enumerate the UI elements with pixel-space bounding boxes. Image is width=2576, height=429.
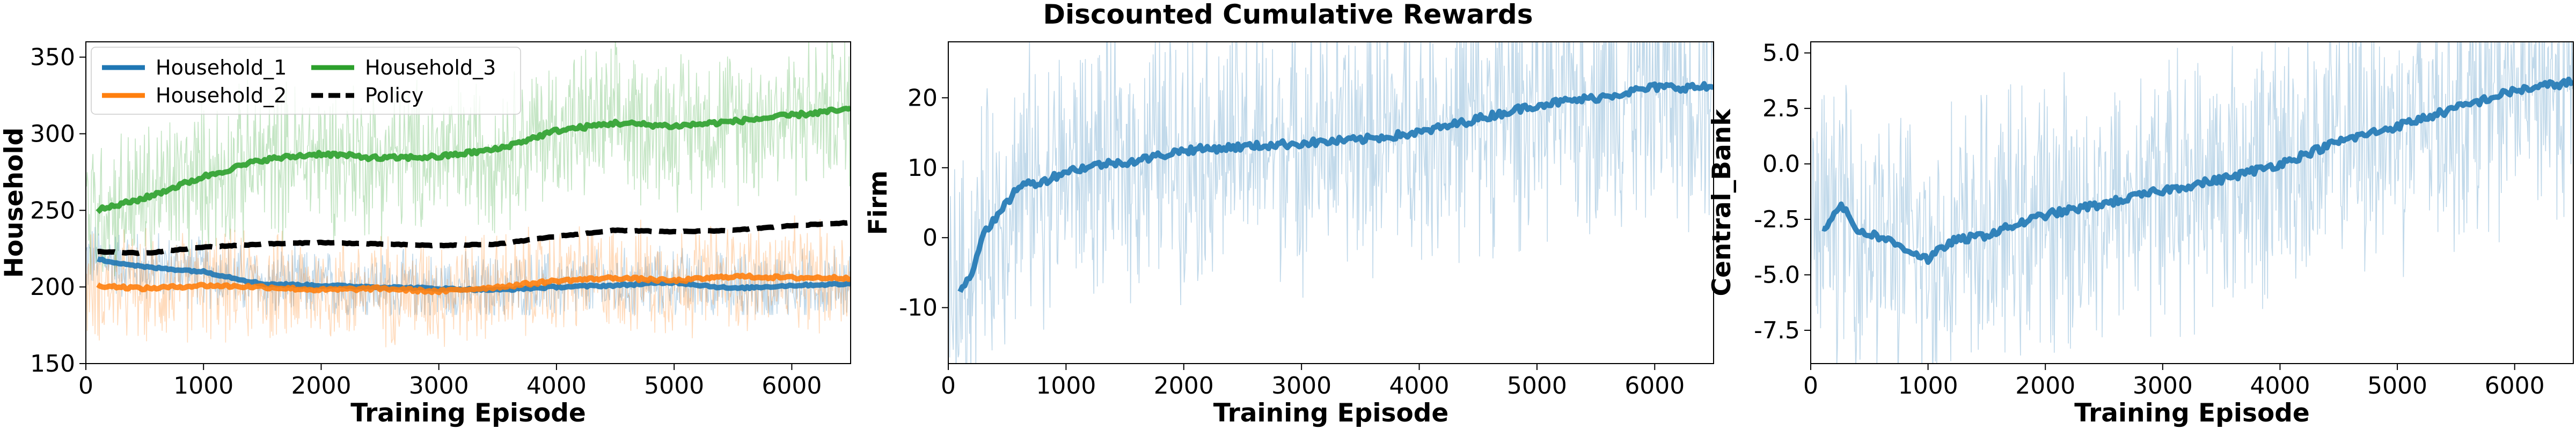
x-tick-label: 2000	[1154, 372, 1214, 400]
plot-area	[1811, 42, 2573, 364]
plot-area	[948, 42, 1714, 364]
raw-trace-series-0	[948, 42, 1714, 364]
x-tick-label: 1000	[173, 372, 233, 400]
x-axis-label: Training Episode	[2074, 398, 2310, 428]
x-tick-label: 2000	[291, 372, 351, 400]
y-tick-label: 20	[908, 84, 938, 112]
plot-area	[86, 42, 851, 347]
legend-label: Household_3	[365, 56, 496, 79]
y-tick-label: 0.0	[1762, 151, 1800, 178]
figure-title: Discounted Cumulative Rewards	[1043, 0, 1533, 30]
raw-trace-household-3	[86, 42, 851, 277]
y-tick-label: 350	[30, 44, 75, 71]
x-tick-label: 4000	[526, 372, 587, 400]
raw-trace-series-0	[1811, 42, 2573, 364]
x-tick-label: 3000	[1271, 372, 1331, 400]
x-tick-label: 1000	[1036, 372, 1096, 400]
series-line-0	[957, 81, 1714, 293]
raw-trace-household-1	[86, 227, 851, 316]
axes-frame	[948, 41, 1714, 364]
legend: Household_1 Household_2 Household_3 Policy	[91, 47, 521, 115]
y-tick-label: 250	[30, 197, 75, 224]
y-tick-label: -5.0	[1754, 261, 1800, 289]
y-tick-label: 300	[30, 120, 75, 147]
x-tick-label: 4000	[1389, 372, 1450, 400]
series-line-household-3	[96, 105, 851, 214]
legend-label: Policy	[365, 84, 423, 107]
y-tick-label: -10	[899, 294, 938, 322]
legend-box	[91, 47, 521, 115]
x-tick-label: 2000	[2015, 372, 2075, 400]
legend-label: Household_1	[156, 56, 287, 79]
x-tick-label: 3000	[409, 372, 469, 400]
x-tick-label: 5000	[2367, 372, 2427, 400]
subplot-household: 0 1000 2000 3000 4000 5000 6000 150 200 250 300 350…	[0, 41, 851, 428]
series-line-0	[1821, 76, 2573, 265]
x-tick-label: 1000	[1898, 372, 1958, 400]
series-line-household-2	[96, 272, 851, 295]
x-tick-label: 6000	[1624, 372, 1685, 400]
series-line-policy	[97, 219, 851, 256]
y-axis-label: Central_Bank	[1707, 108, 1737, 297]
y-tick-label: 5.0	[1762, 40, 1800, 67]
y-tick-label: 2.5	[1762, 95, 1800, 122]
y-tick-label: -7.5	[1754, 317, 1800, 344]
y-tick-label: 150	[30, 350, 75, 378]
y-tick-label: -2.5	[1754, 206, 1800, 233]
x-tick-label: 5000	[644, 372, 704, 400]
x-tick-label: 4000	[2250, 372, 2310, 400]
y-tick-label: 0	[923, 224, 938, 252]
legend-label: Household_2	[156, 84, 287, 107]
axes-frame	[85, 41, 851, 364]
x-tick-label: 0	[78, 372, 93, 400]
x-tick-label: 3000	[2133, 372, 2193, 400]
x-tick-label: 6000	[762, 372, 822, 400]
y-tick-label: 10	[908, 154, 938, 182]
x-axis-label: Training Episode	[350, 398, 586, 428]
x-tick-label: 5000	[1507, 372, 1567, 400]
y-axis-label: Firm	[863, 171, 893, 235]
y-tick-label: 200	[30, 273, 75, 301]
y-axis-label: Household	[0, 128, 29, 278]
x-tick-label: 6000	[2485, 372, 2545, 400]
axes-frame	[1810, 41, 2574, 364]
subplot-firm: 0 1000 2000 3000 4000 5000 6000 -10 0 10 20 Trainin…	[863, 41, 1714, 428]
x-axis-label: Training Episode	[1213, 398, 1449, 428]
raw-trace-household-2	[86, 215, 851, 347]
subplot-central-bank: 0 1000 2000 3000 4000 5000 6000 -7.5 -5.0 -2.5 0.0…	[1707, 40, 2574, 428]
x-tick-label: 0	[941, 372, 956, 400]
x-tick-label: 0	[1803, 372, 1818, 400]
